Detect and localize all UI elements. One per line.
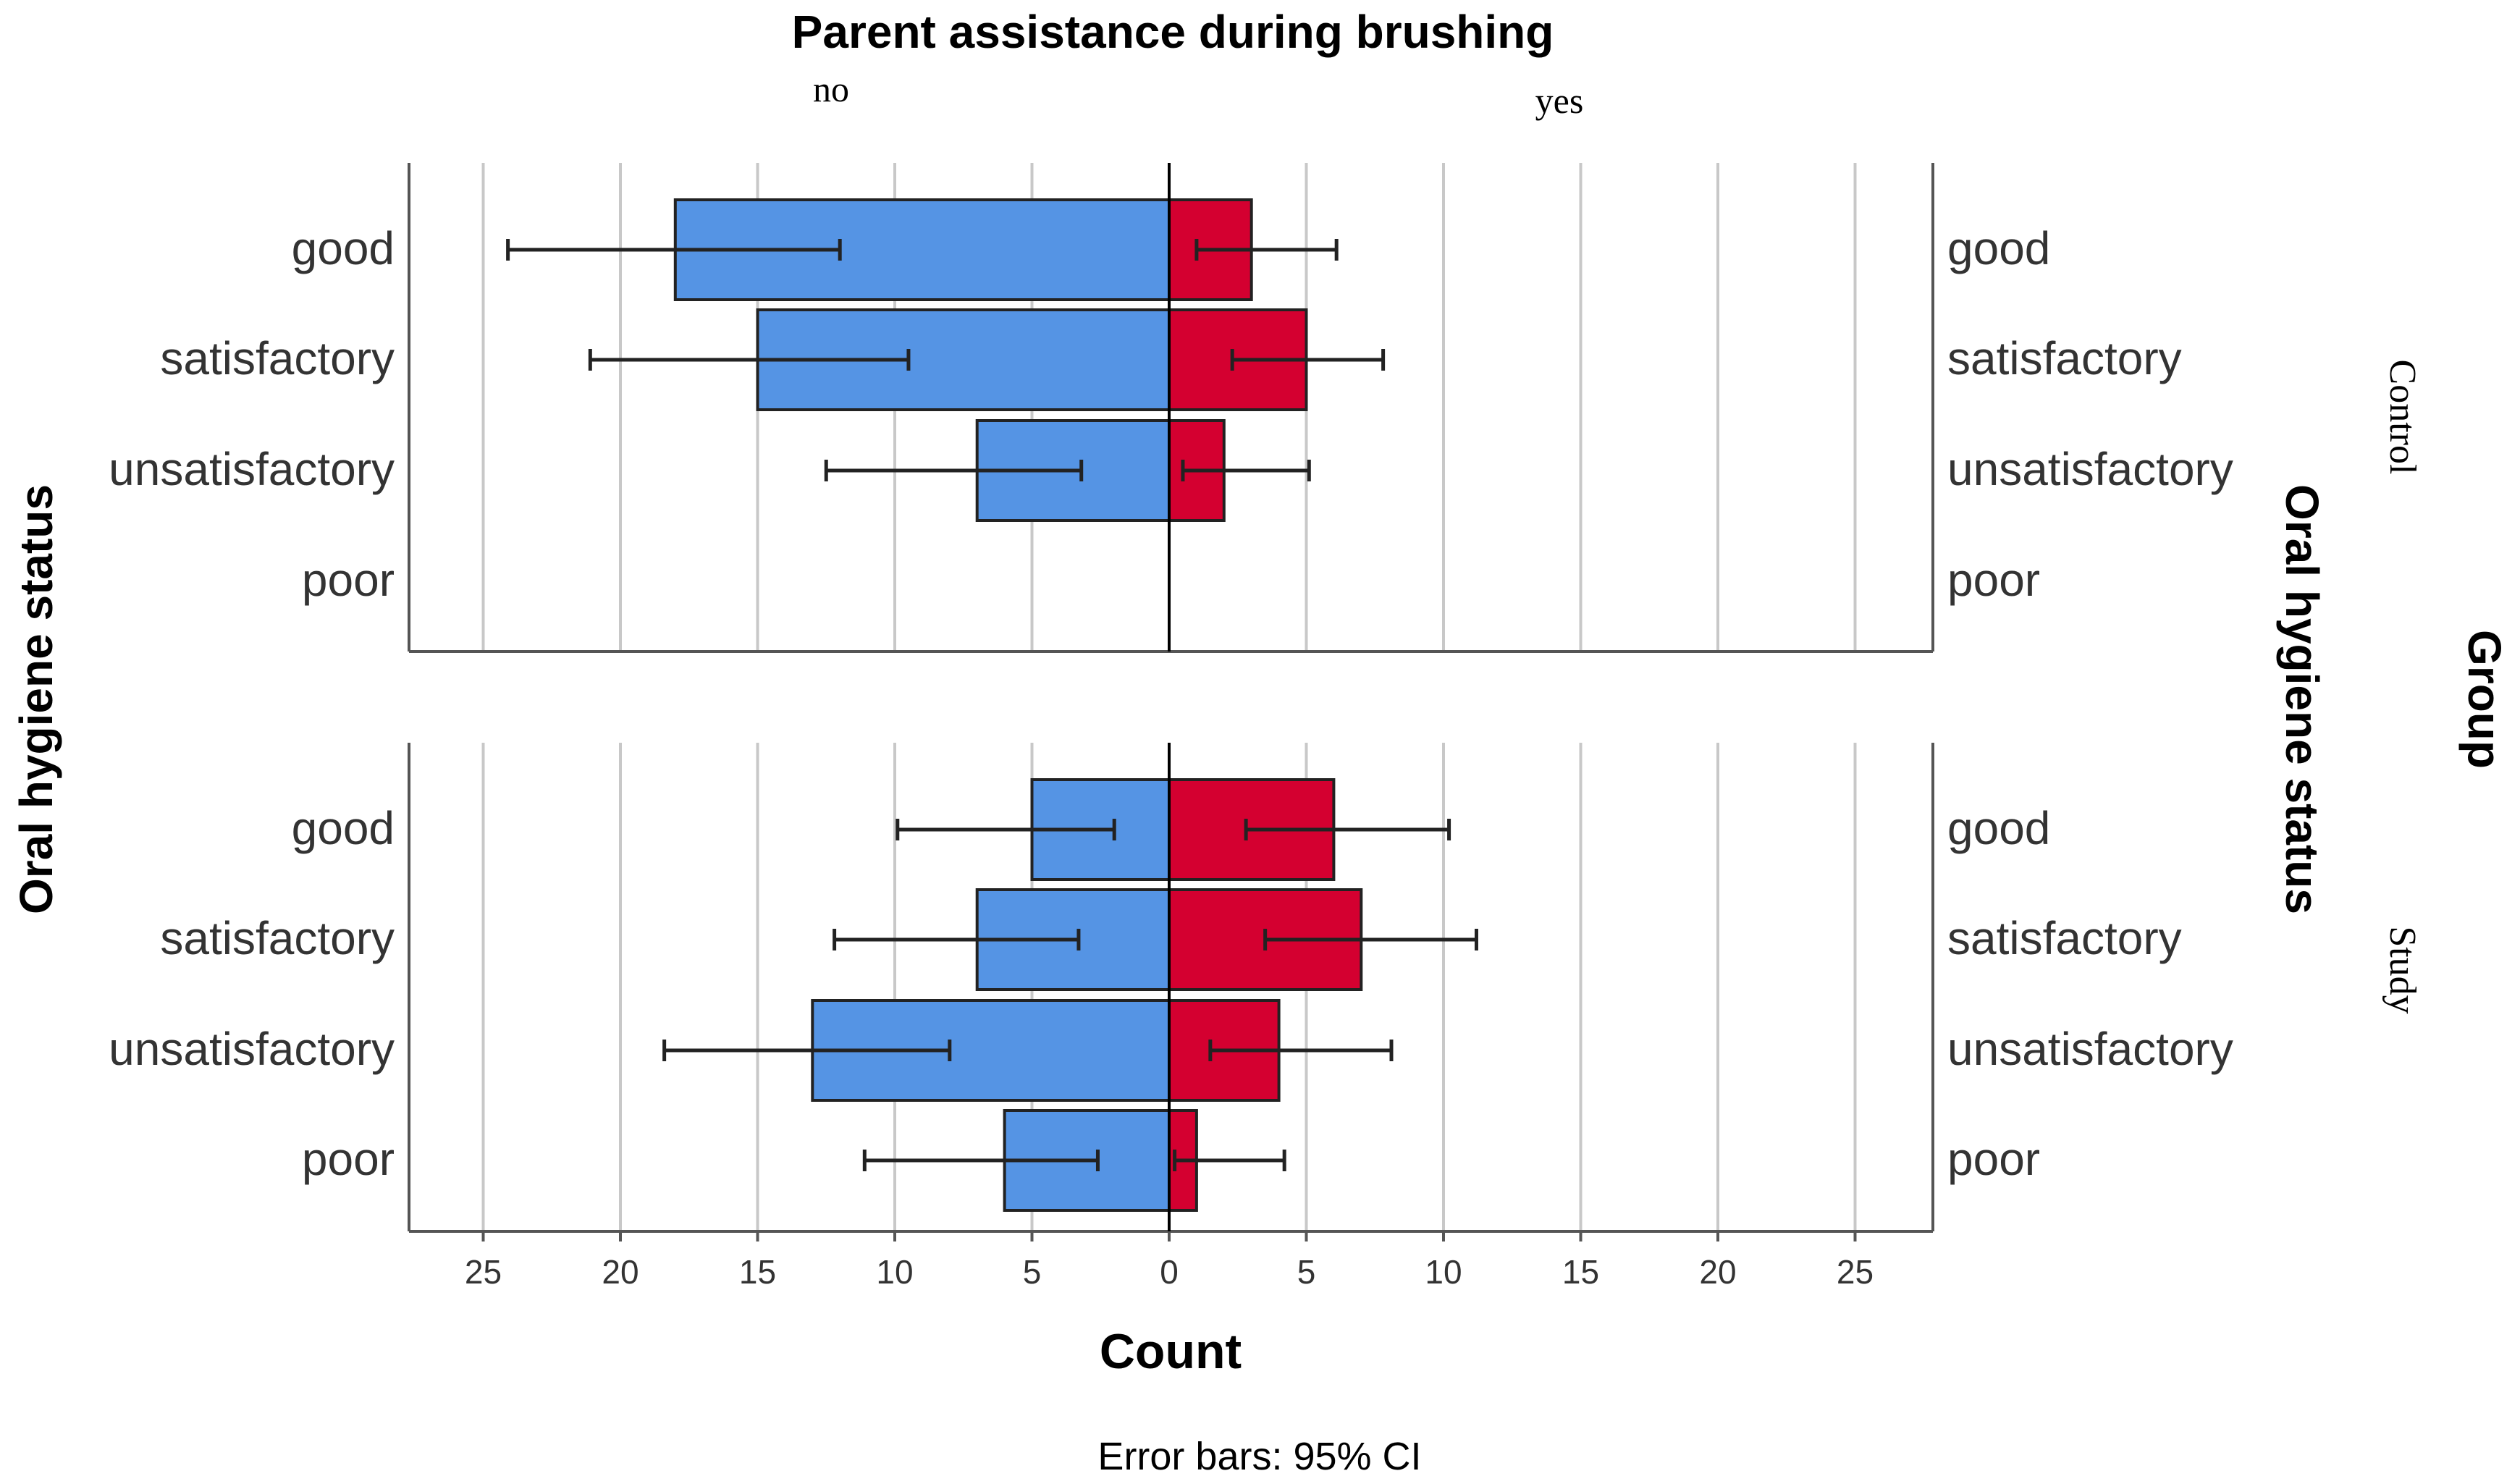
side-label-no: no bbox=[813, 69, 849, 109]
group-title: Group bbox=[2458, 630, 2511, 769]
error-bar-no-poor bbox=[862, 1150, 1100, 1171]
x-tick-label: 15 bbox=[1562, 1253, 1599, 1291]
error-bar-no-unsatisfactory bbox=[662, 1040, 952, 1061]
x-tick-label: 0 bbox=[1160, 1253, 1179, 1291]
error-bar-yes-unsatisfactory bbox=[1181, 460, 1311, 481]
panel-study: good good satisfactory satisfactory unsatisf… bbox=[109, 743, 2233, 1233]
category-label-left: poor bbox=[302, 554, 395, 606]
category-label-right: poor bbox=[1947, 1133, 2040, 1185]
panel-label-control: Control bbox=[2382, 360, 2423, 475]
error-bar-yes-poor bbox=[1173, 1150, 1286, 1171]
category-label-right: poor bbox=[1947, 554, 2040, 606]
error-bar-no-satisfactory bbox=[588, 349, 911, 371]
error-bar-no-good bbox=[896, 819, 1116, 840]
x-tick-label: 25 bbox=[465, 1253, 502, 1291]
side-label-yes: yes bbox=[1535, 80, 1584, 121]
panel-control: good good satisfactory satisfactory unsatisf… bbox=[109, 163, 2233, 653]
category-label-left: satisfactory bbox=[160, 332, 395, 384]
x-tick-label: 25 bbox=[1837, 1253, 1874, 1291]
error-bar-no-good bbox=[506, 239, 842, 261]
x-axis-title: Count bbox=[1100, 1324, 1242, 1379]
category-label-right: good bbox=[1947, 222, 2050, 274]
category-label-right: unsatisfactory bbox=[1947, 1023, 2233, 1075]
error-bar-yes-satisfactory bbox=[1230, 349, 1386, 371]
category-label-left: good bbox=[292, 222, 395, 274]
category-label-left: unsatisfactory bbox=[109, 443, 395, 495]
x-tick-label: 5 bbox=[1297, 1253, 1316, 1291]
panel-label-study: Study bbox=[2382, 926, 2423, 1013]
error-bar-no-unsatisfactory bbox=[824, 460, 1084, 481]
error-bar-yes-good bbox=[1194, 239, 1339, 261]
x-axis-ticks: 25 20 15 10 5 0 5 10 15 20 25 bbox=[465, 1231, 1874, 1291]
y-axis-title-right: Oral hygiene status bbox=[2276, 484, 2328, 914]
category-label-left: good bbox=[292, 802, 395, 854]
error-bar-yes-unsatisfactory bbox=[1208, 1040, 1394, 1061]
y-axis-title-left: Oral hygiene status bbox=[10, 484, 62, 914]
category-label-left: satisfactory bbox=[160, 912, 395, 964]
category-label-left: unsatisfactory bbox=[109, 1023, 395, 1075]
chart-title: Parent assistance during brushing bbox=[792, 6, 1554, 58]
x-tick-label: 15 bbox=[739, 1253, 776, 1291]
x-tick-label: 10 bbox=[1425, 1253, 1462, 1291]
error-bar-no-satisfactory bbox=[833, 929, 1081, 950]
error-bar-footnote: Error bars: 95% CI bbox=[1097, 1435, 1421, 1478]
x-tick-label: 20 bbox=[1699, 1253, 1736, 1291]
x-tick-label: 10 bbox=[876, 1253, 913, 1291]
category-label-right: satisfactory bbox=[1947, 912, 2182, 964]
x-tick-label: 5 bbox=[1023, 1253, 1042, 1291]
error-bar-yes-good bbox=[1244, 819, 1451, 840]
error-bar-yes-satisfactory bbox=[1263, 929, 1478, 950]
x-tick-label: 20 bbox=[602, 1253, 639, 1291]
category-label-right: unsatisfactory bbox=[1947, 443, 2233, 495]
category-label-right: satisfactory bbox=[1947, 332, 2182, 384]
category-label-right: good bbox=[1947, 802, 2050, 854]
category-label-left: poor bbox=[302, 1133, 395, 1185]
